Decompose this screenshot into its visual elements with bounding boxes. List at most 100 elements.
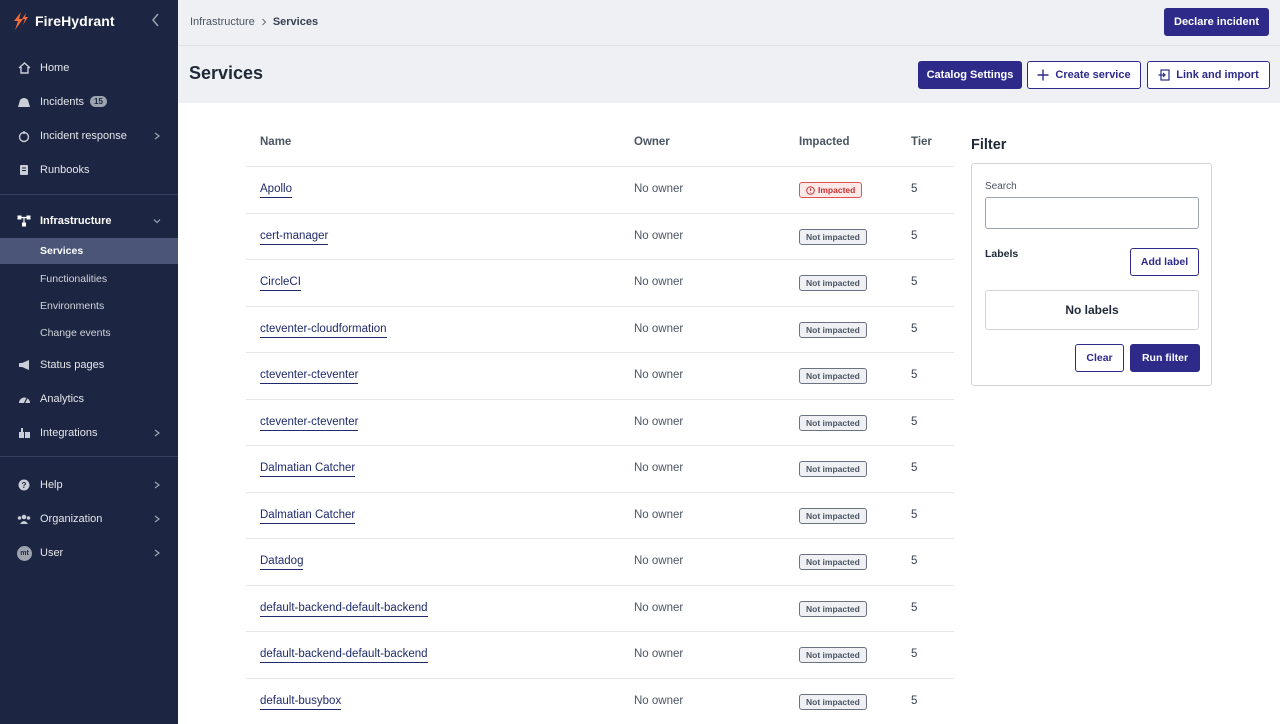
service-tier: 5 <box>911 369 918 381</box>
sidebar-item-integrations[interactable]: Integrations <box>0 419 178 447</box>
column-header-tier[interactable]: Tier <box>911 136 932 148</box>
service-name-link[interactable]: Dalmatian Catcher <box>260 509 356 524</box>
no-labels-message: No labels <box>985 290 1199 330</box>
status-badge: Not impacted <box>799 507 867 524</box>
filter-title: Filter <box>971 137 1007 153</box>
help-icon: ? <box>17 478 31 492</box>
service-owner: No owner <box>634 322 684 335</box>
service-name-link[interactable]: cteventer-cloudformation <box>260 323 387 338</box>
service-owner: No owner <box>634 648 684 660</box>
status-badge: Impacted <box>799 182 863 198</box>
sidebar-item-infrastructure[interactable]: Infrastructure <box>0 207 178 235</box>
link-and-import-button[interactable]: Link and import <box>1147 61 1270 89</box>
table-row: CircleCI No owner Not impacted 5 <box>246 260 954 307</box>
service-tier: 5 <box>911 322 918 335</box>
service-name-link[interactable]: default-backend-default-backend <box>260 648 428 663</box>
sidebar-item-help[interactable]: ? Help <box>0 471 178 499</box>
table-header: Name Owner Impacted Tier <box>246 120 954 167</box>
labels-title: Labels <box>985 248 1019 260</box>
sidebar-divider <box>0 456 178 457</box>
service-owner: No owner <box>634 462 684 474</box>
sidebar-subitem-environments[interactable]: Environments <box>40 300 105 312</box>
service-tier: 5 <box>911 276 918 288</box>
status-badge-label: Impacted <box>818 185 856 195</box>
collapse-sidebar-icon[interactable] <box>149 10 163 30</box>
service-name-link[interactable]: Apollo <box>260 183 292 198</box>
integrations-icon <box>17 426 31 440</box>
link-and-import-label: Link and import <box>1176 69 1259 81</box>
sidebar-item-runbooks[interactable]: Runbooks <box>0 156 178 184</box>
sidebar-item-analytics[interactable]: Analytics <box>0 385 178 413</box>
sidebar-subitem-change-events[interactable]: Change events <box>40 327 111 339</box>
table-row: cteventer-cteventer No owner Not impacte… <box>246 353 954 400</box>
status-badge: Not impacted <box>799 321 867 338</box>
breadcrumb-current: Services <box>272 16 319 28</box>
service-name-link[interactable]: Datadog <box>260 555 304 570</box>
status-badge: Not impacted <box>799 228 867 245</box>
chevron-right-icon <box>154 481 160 489</box>
table-row: default-backend-default-backend No owner… <box>246 632 954 679</box>
search-input[interactable] <box>985 197 1199 229</box>
sidebar-item-home[interactable]: Home <box>0 54 178 82</box>
table-row: Dalmatian Catcher No owner Not impacted … <box>246 493 954 539</box>
create-service-button[interactable]: Create service <box>1027 61 1141 89</box>
plus-icon <box>1037 69 1049 81</box>
status-badge: Not impacted <box>799 368 867 384</box>
home-icon <box>17 61 31 75</box>
infrastructure-icon <box>17 214 31 228</box>
clear-button[interactable]: Clear <box>1075 344 1124 372</box>
breadcrumb-infrastructure[interactable]: Infrastructure <box>190 16 255 28</box>
service-owner: No owner <box>634 369 684 381</box>
sidebar-item-incidents[interactable]: Incidents 15 <box>0 88 178 116</box>
table-row: cteventer-cloudformation No owner Not im… <box>246 307 954 353</box>
status-badge: Not impacted <box>799 600 867 617</box>
sidebar-item-status-pages[interactable]: Status pages <box>0 351 178 379</box>
user-avatar: mt <box>17 545 32 561</box>
runbooks-icon <box>17 163 31 177</box>
create-service-label: Create service <box>1055 69 1131 81</box>
incident-response-icon <box>17 129 31 143</box>
incidents-icon <box>17 95 31 109</box>
megaphone-icon <box>17 358 31 372</box>
service-name-link[interactable]: CircleCI <box>260 276 301 291</box>
table-row: default-backend-default-backend No owner… <box>246 586 954 632</box>
service-name-link[interactable]: cteventer-cteventer <box>260 369 359 384</box>
service-tier: 5 <box>911 601 918 614</box>
sidebar-subitem-services[interactable]: Services <box>0 238 178 264</box>
add-label-button[interactable]: Add label <box>1130 248 1199 276</box>
table-row: Dalmatian Catcher No owner Not impacted … <box>246 446 954 493</box>
declare-incident-button[interactable]: Declare incident <box>1164 8 1269 36</box>
service-name-link[interactable]: cteventer-cteventer <box>260 416 359 431</box>
service-name-link[interactable]: default-busybox <box>260 695 342 710</box>
service-name-link[interactable]: default-backend-default-backend <box>260 602 428 617</box>
breadcrumb: Infrastructure Services <box>190 16 318 28</box>
chevron-right-icon <box>154 515 160 523</box>
service-tier: 5 <box>911 415 918 428</box>
service-tier: 5 <box>911 229 918 242</box>
run-filter-button[interactable]: Run filter <box>1130 344 1200 372</box>
sidebar-item-user[interactable]: mt User <box>0 539 178 567</box>
status-badge: Not impacted <box>799 275 867 291</box>
service-owner: No owner <box>634 555 684 567</box>
service-owner: No owner <box>634 229 684 242</box>
chevron-right-icon <box>154 549 160 557</box>
sidebar-item-organization[interactable]: Organization <box>0 505 178 533</box>
app-logo[interactable]: FireHydrant <box>12 11 115 31</box>
service-tier: 5 <box>911 508 918 521</box>
column-header-owner[interactable]: Owner <box>634 136 670 148</box>
column-header-impacted[interactable]: Impacted <box>799 136 850 148</box>
chevron-down-icon <box>153 219 161 224</box>
status-badge: Not impacted <box>799 647 867 663</box>
sidebar: FireHydrant Home Incidents 15 Incident re… <box>0 0 178 724</box>
service-owner: No owner <box>634 183 684 195</box>
sidebar-subitem-functionalities[interactable]: Functionalities <box>40 273 108 285</box>
filter-panel: Search Labels Add label No labels Clear … <box>971 163 1212 386</box>
service-name-link[interactable]: Dalmatian Catcher <box>260 462 356 477</box>
service-owner: No owner <box>634 415 684 428</box>
sidebar-item-incident-response[interactable]: Incident response <box>0 122 178 150</box>
service-name-link[interactable]: cert-manager <box>260 230 329 245</box>
service-owner: No owner <box>634 508 684 521</box>
sidebar-divider <box>0 194 178 195</box>
catalog-settings-button[interactable]: Catalog Settings <box>918 61 1022 89</box>
column-header-name[interactable]: Name <box>260 136 292 148</box>
